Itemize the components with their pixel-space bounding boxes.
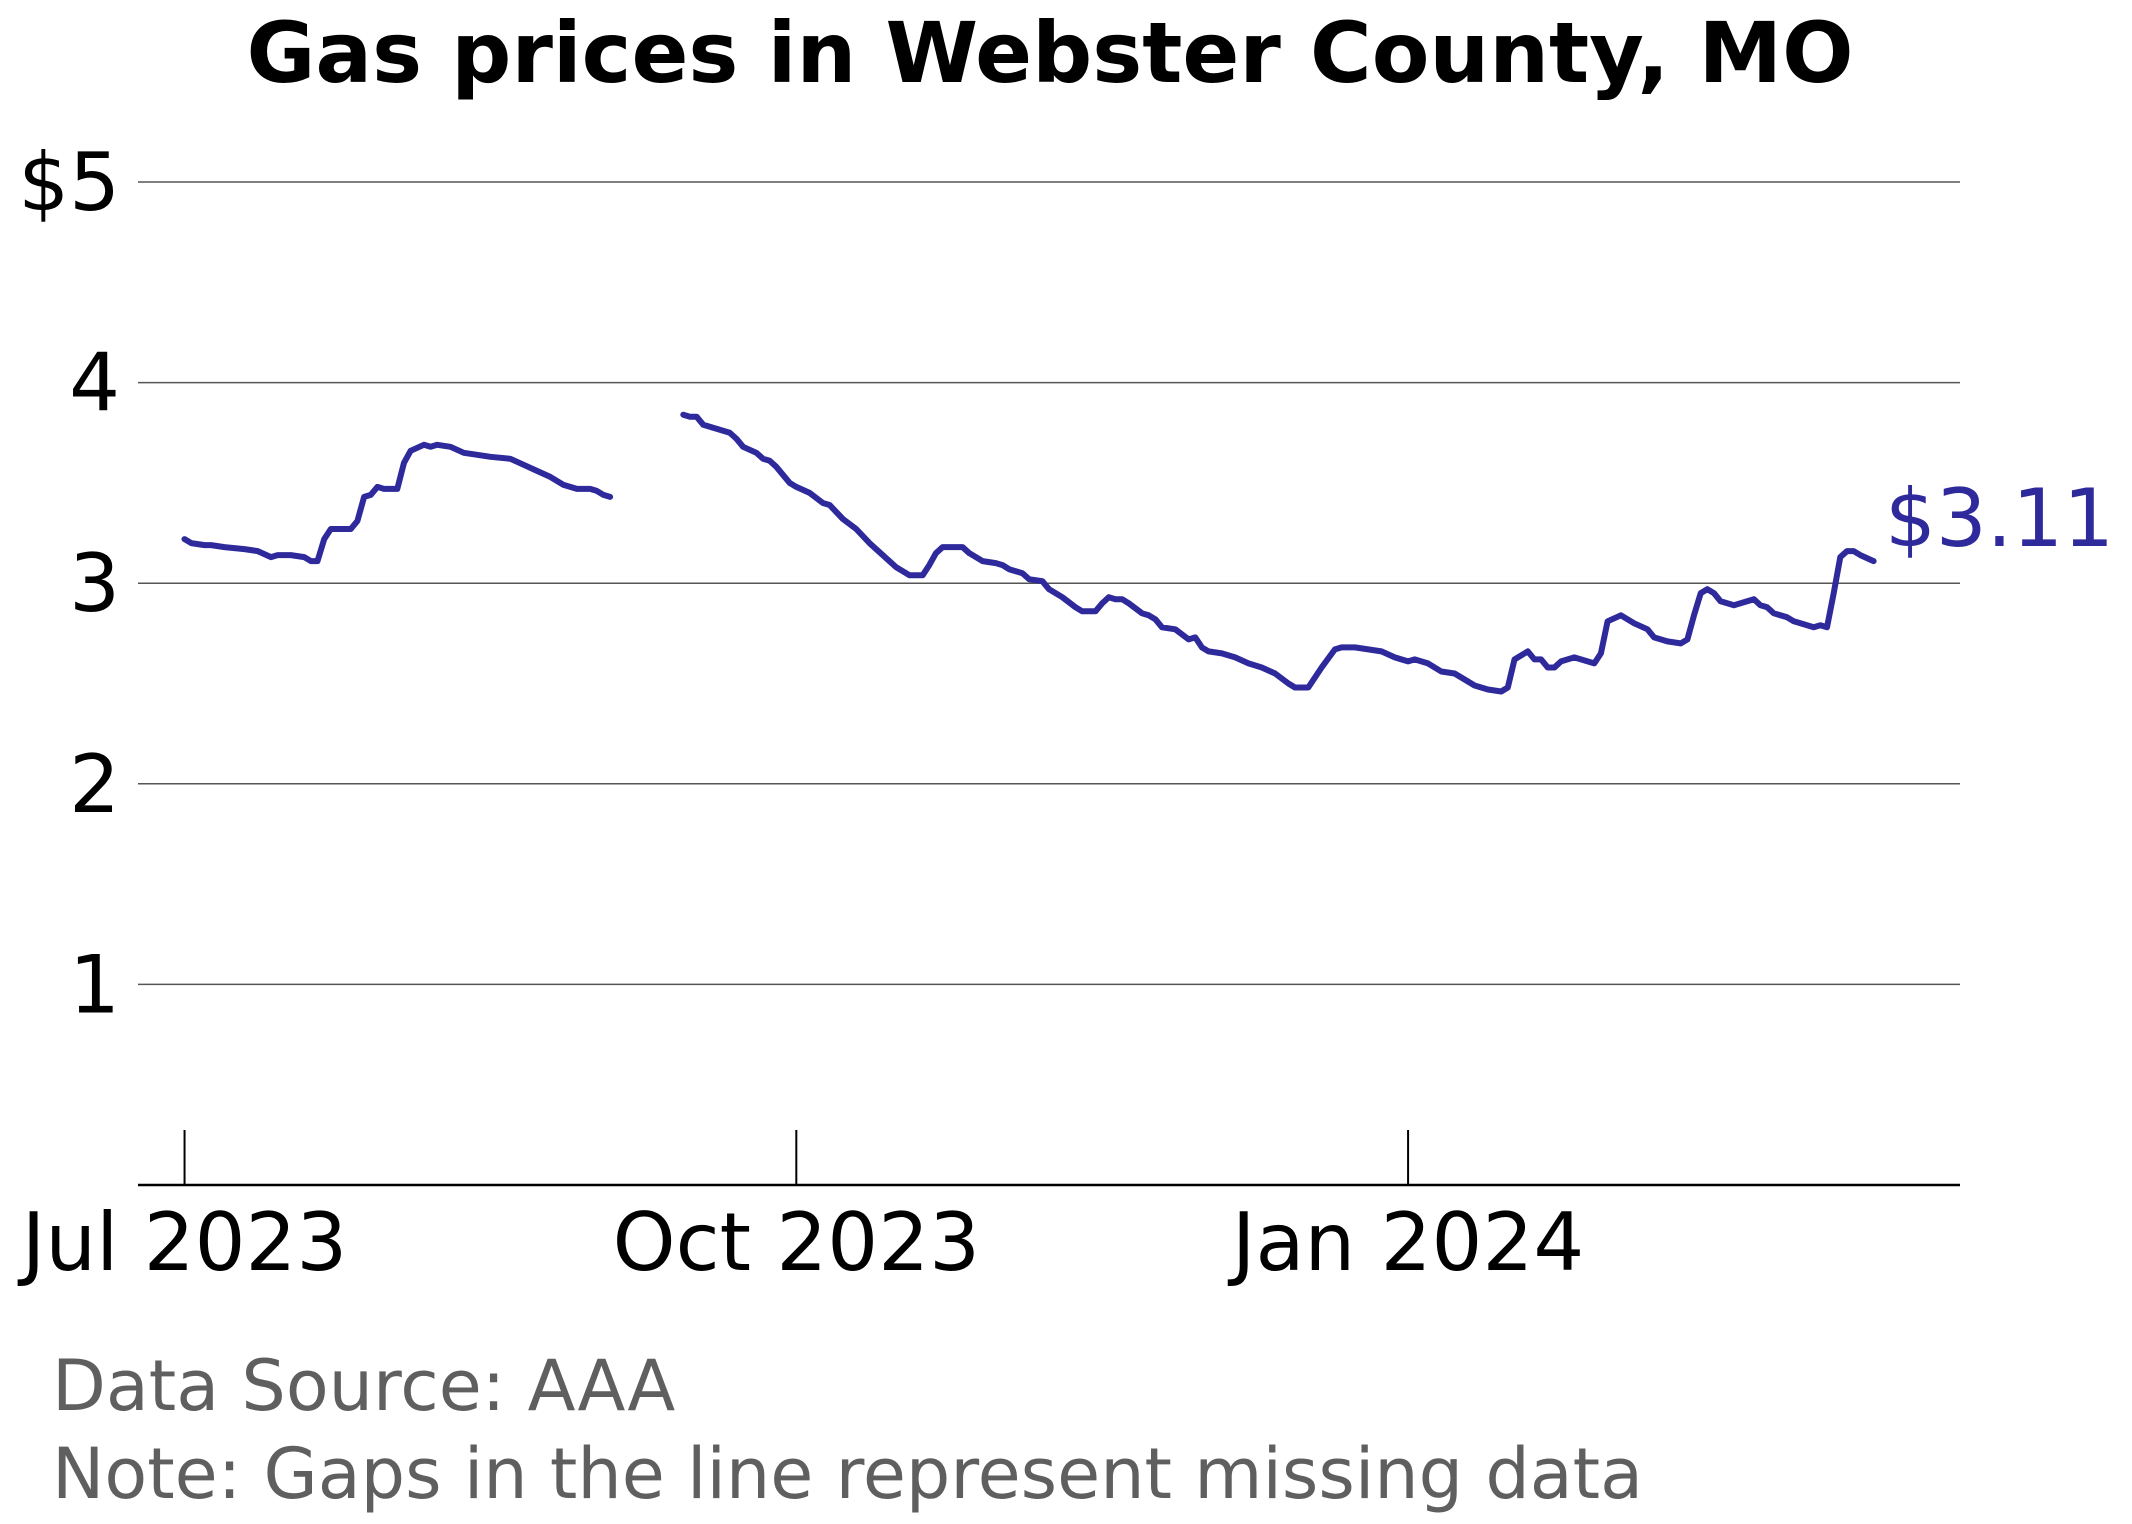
price-line-segment-1: [680, 411, 1877, 695]
y-axis-ticks: $5 4 3 2 1: [18, 136, 120, 1031]
latest-price-label: $3.11: [1885, 472, 2114, 565]
y-tick-label-1: 4: [69, 337, 120, 430]
missing-data-note: Note: Gaps in the line represent missing…: [52, 1433, 1643, 1515]
x-axis-ticks: Jul 2023 Oct 2023 Jan 2024: [17, 1130, 1584, 1289]
data-source-note: Data Source: AAA: [52, 1345, 675, 1427]
x-tick-label-1: Oct 2023: [613, 1196, 980, 1289]
y-tick-label-4: 1: [69, 938, 120, 1031]
chart-title: Gas prices in Webster County, MO: [246, 4, 1853, 102]
price-line-segment-0: [181, 441, 614, 565]
x-tick-label-2: Jan 2024: [1227, 1196, 1584, 1289]
y-tick-label-3: 2: [69, 738, 120, 831]
price-line: [181, 411, 1877, 695]
y-tick-label-0: $5: [18, 136, 120, 229]
x-tick-label-0: Jul 2023: [17, 1196, 348, 1289]
gridlines: [138, 181, 1960, 986]
y-tick-label-2: 3: [69, 537, 120, 630]
